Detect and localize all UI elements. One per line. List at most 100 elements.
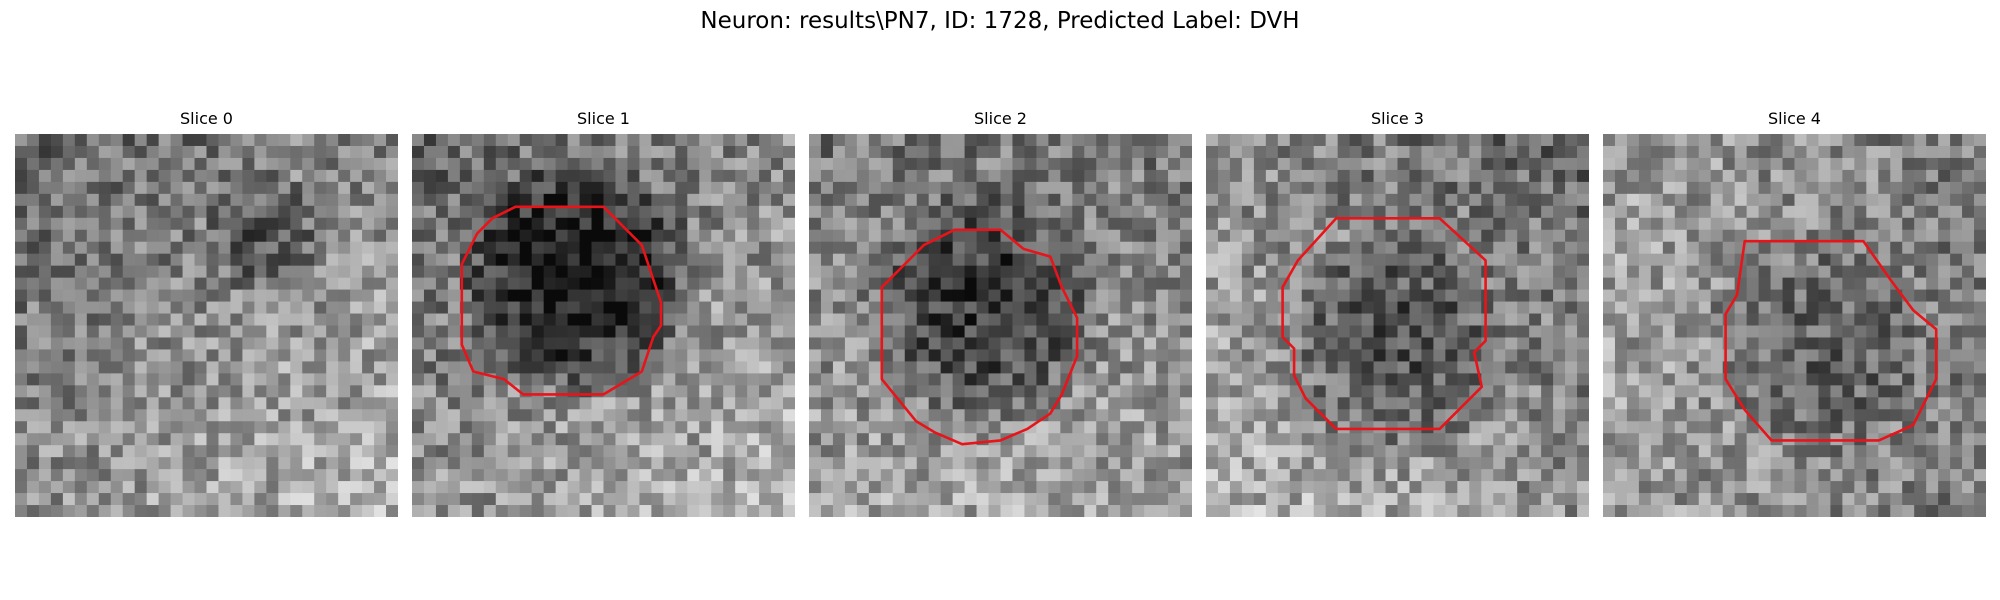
pixel-cell	[1265, 349, 1279, 362]
pixel-cell	[158, 373, 171, 386]
pixel-cell	[1206, 217, 1219, 231]
pixel-cell	[868, 265, 882, 279]
pixel-cell	[1553, 193, 1566, 207]
pixel-cell	[1325, 229, 1339, 243]
pixel-cell	[1084, 337, 1097, 350]
pixel-cell	[314, 253, 327, 267]
pixel-cell	[230, 193, 243, 207]
pixel-cell	[15, 134, 28, 147]
pixel-cell	[435, 505, 449, 517]
pixel-cell	[567, 241, 580, 255]
pixel-cell	[314, 397, 327, 410]
pixel-cell	[1493, 181, 1506, 195]
pixel-cell	[1614, 205, 1628, 219]
pixel-cell	[856, 349, 870, 362]
pixel-cell	[206, 241, 219, 255]
pixel-cell	[1782, 457, 1795, 470]
pixel-cell	[1650, 265, 1664, 279]
pixel-cell	[1842, 134, 1855, 147]
pixel-cell	[1000, 385, 1013, 398]
slice-panel-0: Slice 0	[15, 108, 398, 517]
pixel-cell	[423, 361, 437, 374]
pixel-cell	[1603, 361, 1616, 374]
pixel-cell	[1734, 313, 1748, 326]
pixel-cell	[98, 145, 112, 159]
pixel-cell	[519, 169, 533, 183]
pixel-cell	[435, 145, 449, 159]
pixel-cell	[1902, 277, 1915, 290]
pixel-cell	[1397, 313, 1410, 326]
pixel-cell	[146, 205, 160, 219]
pixel-cell	[26, 289, 40, 302]
pixel-cell	[988, 181, 1001, 195]
pixel-cell	[543, 361, 557, 374]
pixel-cell	[1782, 181, 1795, 195]
pixel-cell	[1325, 433, 1339, 446]
pixel-cell	[1529, 145, 1542, 159]
pixel-cell	[651, 229, 664, 243]
pixel-cell	[194, 397, 207, 410]
pixel-cell	[1206, 397, 1219, 410]
pixel-cell	[1397, 481, 1410, 494]
pixel-cell	[735, 349, 748, 362]
pixel-cell	[194, 445, 207, 458]
pixel-cell	[278, 457, 291, 470]
pixel-cell	[1445, 325, 1458, 338]
pixel-cell	[412, 241, 425, 255]
pixel-cell	[1698, 193, 1712, 207]
pixel-cell	[952, 253, 965, 267]
pixel-cell	[1206, 289, 1219, 302]
pixel-cell	[639, 181, 652, 195]
pixel-cell	[783, 265, 795, 279]
pixel-cell	[699, 193, 712, 207]
pixel-cell	[723, 181, 736, 195]
pixel-cell	[1206, 277, 1219, 290]
pixel-cell	[1072, 169, 1085, 183]
pixel-cell	[1650, 457, 1664, 470]
pixel-cell	[1180, 337, 1192, 350]
pixel-cell	[591, 337, 604, 350]
pixel-cell	[1794, 445, 1807, 458]
pixel-cell	[483, 265, 497, 279]
pixel-cell	[1289, 457, 1303, 470]
pixel-cell	[591, 505, 604, 517]
pixel-cell	[1890, 337, 1903, 350]
pixel-cell	[254, 457, 267, 470]
pixel-cell	[1854, 169, 1867, 183]
pixel-cell	[15, 205, 28, 219]
pixel-cell	[880, 433, 894, 446]
pixel-cell	[182, 277, 195, 290]
pixel-cell	[1842, 277, 1855, 290]
pixel-cell	[868, 445, 882, 458]
pixel-cell	[1313, 157, 1327, 171]
pixel-cell	[639, 145, 652, 159]
pixel-cell	[62, 193, 76, 207]
pixel-cell	[1878, 134, 1891, 147]
pixel-cell	[687, 217, 700, 231]
pixel-cell	[844, 217, 858, 231]
pixel-cell	[302, 409, 315, 422]
pixel-cell	[1686, 301, 1700, 314]
pixel-cell	[1385, 134, 1398, 147]
pixel-cell	[1048, 493, 1061, 506]
pixel-cell	[1830, 337, 1843, 350]
pixel-cell	[856, 134, 870, 147]
pixel-cell	[1253, 205, 1267, 219]
pixel-cell	[1373, 157, 1386, 171]
pixel-cell	[964, 337, 977, 350]
pixel-cell	[1866, 217, 1879, 231]
pixel-cell	[519, 505, 533, 517]
pixel-cell	[1914, 265, 1927, 279]
pixel-cell	[218, 253, 231, 267]
pixel-cell	[1710, 229, 1724, 243]
pixel-cell	[1505, 217, 1518, 231]
pixel-cell	[1120, 289, 1133, 302]
pixel-cell	[1048, 157, 1061, 171]
pixel-cell	[374, 433, 387, 446]
pixel-cell	[711, 385, 724, 398]
pixel-cell	[1854, 241, 1867, 255]
pixel-cell	[1144, 457, 1157, 470]
pixel-cell	[495, 385, 509, 398]
pixel-cell	[242, 301, 255, 314]
pixel-cell	[1072, 325, 1085, 338]
